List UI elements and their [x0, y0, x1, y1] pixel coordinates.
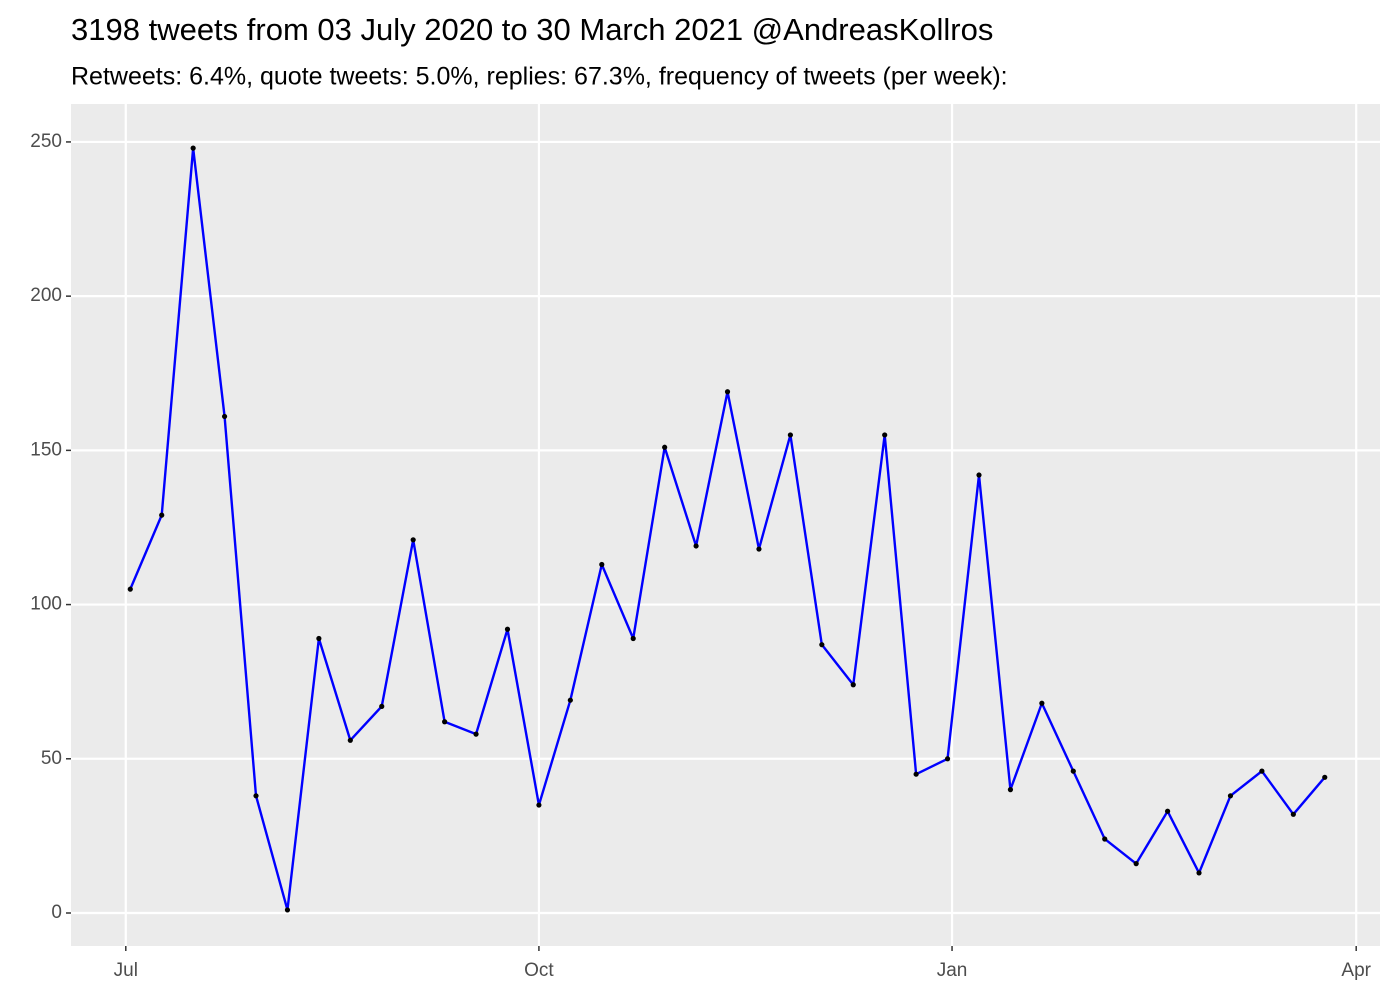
data-point	[1227, 793, 1234, 799]
plot-panel	[71, 104, 1380, 946]
data-point	[1039, 700, 1045, 706]
x-tick-label: Jul	[114, 960, 138, 981]
data-point	[850, 682, 856, 688]
data-point	[379, 703, 385, 709]
data-point	[284, 907, 291, 913]
y-tick-label: 100	[30, 594, 62, 615]
data-point	[316, 635, 322, 642]
data-point	[693, 543, 699, 549]
y-tick-label: 150	[30, 439, 62, 460]
data-point	[159, 512, 165, 518]
data-point	[1102, 836, 1108, 842]
data-point	[473, 731, 479, 737]
data-point	[347, 737, 353, 743]
y-tick-label: 0	[51, 902, 62, 923]
data-point	[662, 444, 668, 450]
x-tick-label: Oct	[524, 960, 554, 981]
data-point	[724, 389, 731, 395]
data-point	[882, 432, 888, 438]
data-point	[221, 413, 228, 420]
data-point	[504, 626, 511, 632]
data-point	[1070, 768, 1076, 774]
data-point	[630, 635, 636, 642]
data-point	[536, 802, 542, 808]
data-point	[1259, 768, 1265, 774]
data-point	[442, 719, 448, 725]
y-tick-label: 50	[41, 748, 62, 769]
y-tick-label: 200	[30, 285, 62, 306]
chart-subtitle: Retweets: 6.4%, quote tweets: 5.0%, repl…	[71, 63, 1008, 91]
data-point	[1196, 870, 1202, 876]
x-tick-label: Apr	[1341, 960, 1371, 981]
data-point	[1290, 811, 1296, 817]
data-point	[567, 697, 573, 703]
data-point	[1164, 808, 1171, 814]
data-point	[1133, 861, 1139, 867]
data-point	[599, 561, 605, 568]
y-tick-label: 250	[30, 131, 62, 152]
data-point	[1007, 787, 1014, 793]
data-point	[944, 756, 951, 762]
data-point	[819, 642, 825, 648]
data-point	[190, 145, 196, 151]
data-point	[410, 537, 416, 543]
data-point	[253, 793, 259, 799]
data-point	[756, 546, 762, 552]
data-point	[127, 586, 133, 592]
x-tick-label: Jan	[937, 960, 968, 981]
data-point	[976, 472, 982, 478]
data-point	[787, 432, 793, 438]
data-point	[913, 771, 919, 777]
data-point	[1322, 774, 1328, 780]
chart-title: 3198 tweets from 03 July 2020 to 30 Marc…	[71, 12, 993, 47]
